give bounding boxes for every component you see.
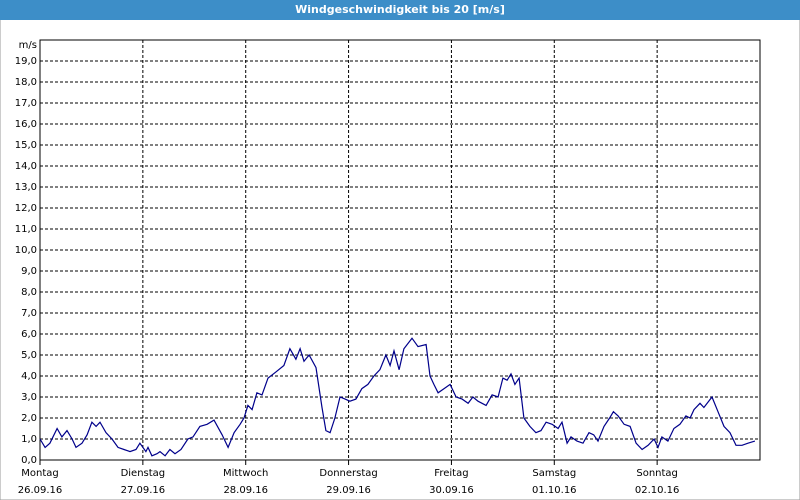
y-tick-label: 10,0 (15, 245, 37, 256)
x-tick-date: 29.09.16 (326, 485, 371, 496)
y-tick-label: 11,0 (15, 224, 37, 235)
y-tick-label: 7,0 (21, 308, 37, 319)
x-tick-label: Donnerstag (319, 468, 377, 479)
chart-title: Windgeschwindigkeit bis 20 [m/s] (295, 3, 505, 16)
wind-line (39, 337, 756, 457)
y-tick-label: 0,0 (21, 455, 37, 466)
y-tick-label: 1,0 (21, 434, 37, 445)
y-tick-label: 6,0 (21, 329, 37, 340)
y-tick-label: 14,0 (15, 161, 37, 172)
y-tick-label: 4,0 (21, 371, 37, 382)
y-tick-label: 18,0 (15, 77, 37, 88)
y-tick-label: 13,0 (15, 182, 37, 193)
x-tick-label: Dienstag (121, 468, 166, 479)
title-bar (0, 0, 800, 20)
y-tick-label: 8,0 (21, 287, 37, 298)
x-tick-date: 02.10.16 (635, 485, 680, 496)
x-tick-label: Sonntag (636, 468, 678, 479)
y-tick-label: 2,0 (21, 413, 37, 424)
y-axis-label: m/s (19, 40, 37, 51)
x-tick-date: 30.09.16 (429, 485, 474, 496)
x-tick-label: Montag (21, 468, 58, 479)
y-tick-label: 19,0 (15, 56, 37, 67)
x-tick-date: 01.10.16 (532, 485, 577, 496)
y-tick-label: 5,0 (21, 350, 37, 361)
y-tick-label: 12,0 (15, 203, 37, 214)
x-tick-date: 27.09.16 (121, 485, 166, 496)
y-tick-label: 15,0 (15, 140, 37, 151)
y-tick-label: 16,0 (15, 119, 37, 130)
y-tick-label: 9,0 (21, 266, 37, 277)
x-tick-date: 28.09.16 (223, 485, 268, 496)
x-tick-label: Freitag (434, 468, 468, 479)
x-tick-label: Samstag (532, 468, 576, 479)
x-tick-date: 26.09.16 (18, 485, 63, 496)
x-tick-label: Mittwoch (223, 468, 268, 479)
y-tick-label: 3,0 (21, 392, 37, 403)
y-tick-label: 17,0 (15, 98, 37, 109)
